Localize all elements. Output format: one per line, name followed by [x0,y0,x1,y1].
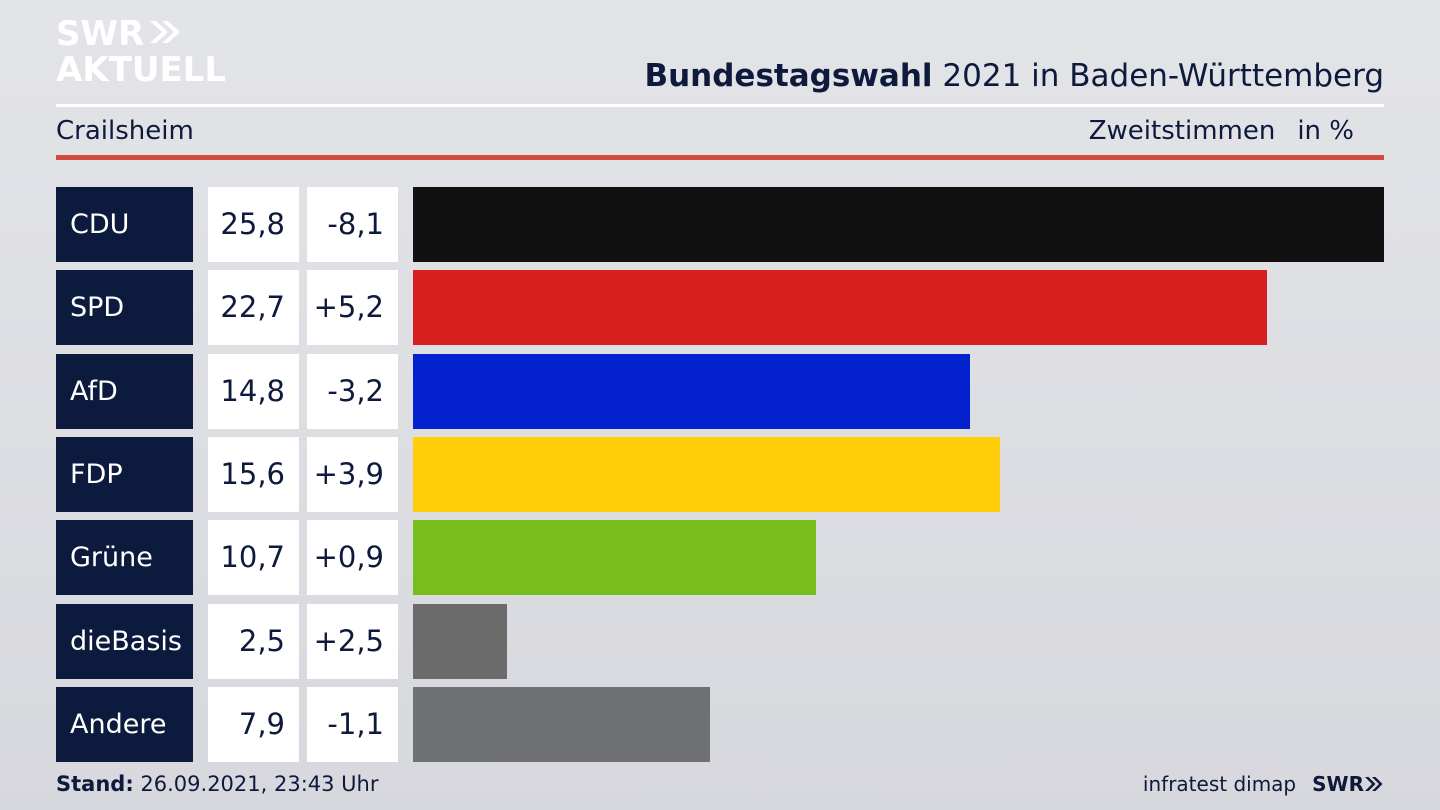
logo-line1: SWR [56,14,145,54]
bar [413,603,507,679]
double-chevron-icon [148,16,182,52]
value-label: 22,7 [208,270,299,346]
diff-label: +0,9 [307,520,398,596]
title-rest: 2021 in Baden-Württemberg [932,58,1384,94]
title-bold: Bundestagswahl [644,58,933,94]
chart-title: Bundestagswahl 2021 in Baden-Württemberg [644,58,1384,94]
value-label: 14,8 [208,353,299,429]
stand-value: 26.09.2021, 23:43 Uhr [133,772,379,796]
party-label: AfD [56,353,193,429]
value-label: 10,7 [208,520,299,596]
value-label: 2,5 [208,603,299,679]
footer-brand: SWR [1312,772,1384,796]
stand-label: Stand: [56,772,134,796]
header-divider [56,104,1384,107]
footer-brand-label: SWR [1312,772,1364,796]
measure-text: Zweitstimmen [1088,116,1276,146]
bar [413,270,1267,346]
value-label: 7,9 [208,686,299,762]
party-label: dieBasis [56,603,193,679]
measure-label: Zweitstimmen in % [1089,116,1354,146]
diff-label: -8,1 [307,187,398,262]
party-label: Andere [56,686,193,762]
bar [413,187,1384,262]
bar [413,686,710,762]
diff-label: +3,9 [307,436,398,512]
party-label: SPD [56,270,193,346]
source-label: infratest dimap [1142,772,1297,796]
bar [413,436,1000,512]
bar [413,520,816,596]
diff-label: +5,2 [307,270,398,346]
source-credit: infratest dimap SWR [1143,772,1384,796]
party-label: FDP [56,436,193,512]
party-label: Grüne [56,520,193,596]
swr-aktuell-logo: SWR AKTUELL [56,16,226,88]
region-label: Crailsheim [56,116,194,146]
timestamp: Stand: 26.09.2021, 23:43 Uhr [56,772,379,796]
bar [413,353,970,429]
value-label: 15,6 [208,436,299,512]
party-label: CDU [56,187,193,262]
logo-line2: AKTUELL [56,50,227,90]
accent-divider [56,155,1384,160]
diff-label: -1,1 [307,686,398,762]
diff-label: -3,2 [307,353,398,429]
value-label: 25,8 [208,187,299,262]
double-chevron-icon [1365,777,1383,791]
diff-label: +2,5 [307,603,398,679]
unit-text: in % [1297,116,1354,146]
